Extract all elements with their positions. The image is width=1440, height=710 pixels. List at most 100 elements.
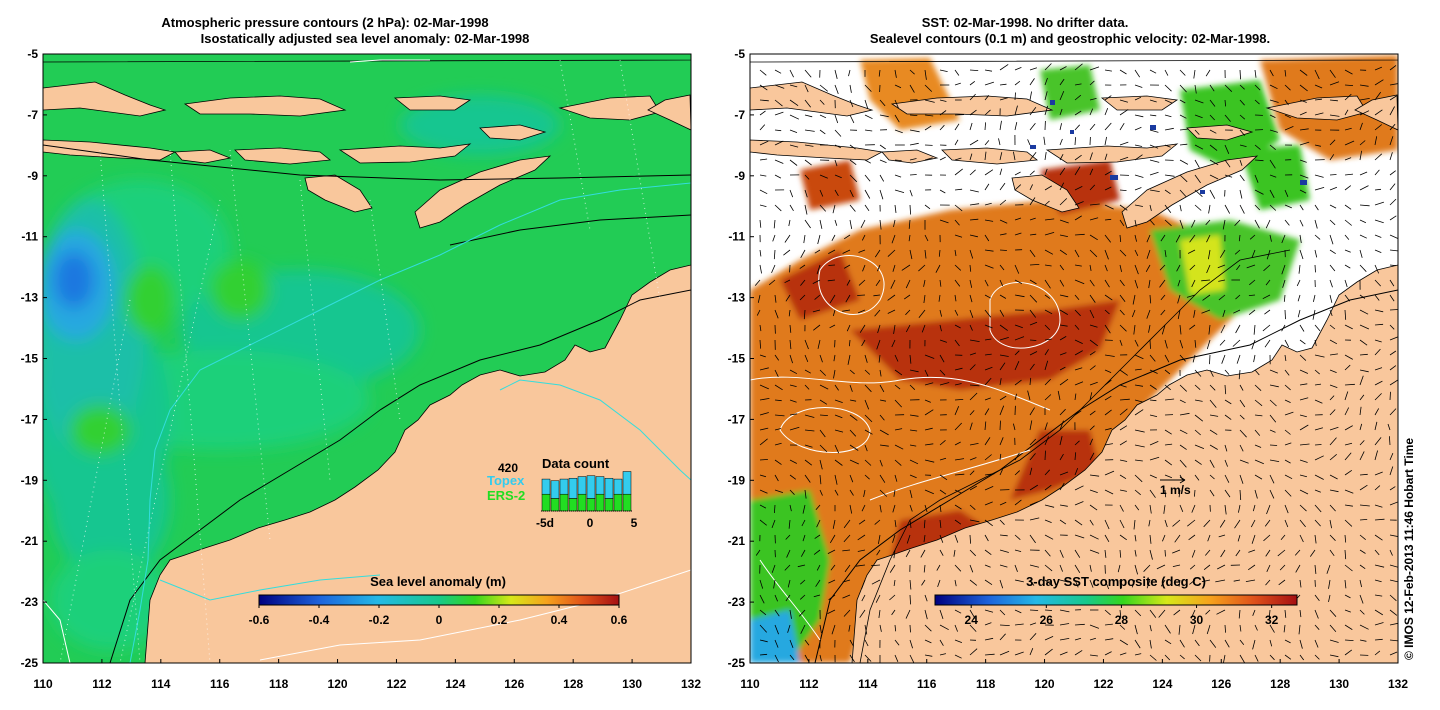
inset-bar-topex-5 — [586, 475, 596, 499]
left-y-tick-5: -15 — [21, 352, 39, 366]
inset-bar-topex-3 — [568, 477, 578, 499]
right-y-tick-2: -9 — [734, 169, 745, 183]
left-x-tick-1: 112 — [92, 677, 112, 691]
left-y-tick-9: -23 — [21, 595, 39, 609]
left-x-tick-3: 116 — [210, 677, 230, 691]
right-colorbar-tick-0: 24 — [965, 613, 979, 627]
inset-axis-label-2: 5 — [631, 516, 638, 530]
inset-bar-ers2-2 — [559, 493, 569, 512]
right-y-tick-10: -25 — [728, 656, 746, 670]
right-y-tick-8: -21 — [728, 534, 746, 548]
inset-axis-label-0: -5d — [536, 516, 554, 530]
right-y-tick-6: -17 — [728, 412, 746, 426]
right-x-tick-8: 126 — [1211, 677, 1231, 691]
inset-bar-topex-7 — [604, 477, 614, 499]
left-colorbar-tick-3: 0 — [436, 613, 443, 627]
right-colorbar-tick-4: 32 — [1265, 613, 1279, 627]
inset-bar-topex-2 — [559, 478, 569, 495]
left-x-tick-10: 130 — [622, 677, 642, 691]
inset-max-label: 420 — [498, 461, 518, 475]
inset-bar-topex-0 — [541, 478, 551, 495]
right-x-tick-4: 118 — [976, 677, 996, 691]
left-x-tick-6: 122 — [386, 677, 406, 691]
inset-title: Data count — [542, 456, 610, 471]
right-x-tick-6: 122 — [1093, 677, 1113, 691]
inset-axis-label-1: 0 — [587, 516, 594, 530]
right-x-tick-0: 110 — [740, 677, 760, 691]
left-y-tick-10: -25 — [21, 656, 39, 670]
left-y-tick-1: -7 — [27, 108, 38, 122]
inset-bar-ers2-7 — [604, 498, 614, 512]
right-x-tick-11: 132 — [1388, 677, 1408, 691]
right-colorbar: 3-day SST composite (deg C) 24 26 28 30 32 — [934, 574, 1298, 627]
right-colorbar-tick-2: 28 — [1115, 613, 1129, 627]
inset-bar-topex-6 — [595, 476, 605, 495]
left-x-tick-4: 118 — [269, 677, 289, 691]
left-y-tick-2: -9 — [27, 169, 38, 183]
velocity-scale: 1 m/s — [1160, 476, 1191, 497]
inset-bar-ers2-1 — [550, 498, 560, 512]
right-y-tick-7: -19 — [728, 473, 746, 487]
velocity-scale-label: 1 m/s — [1160, 483, 1191, 497]
left-x-tick-2: 114 — [151, 677, 171, 691]
left-x-tick-0: 110 — [33, 677, 53, 691]
right-x-tick-5: 120 — [1035, 677, 1055, 691]
left-x-tick-9: 128 — [563, 677, 583, 691]
right-colorbar-tick-3: 30 — [1190, 613, 1204, 627]
right-x-tick-3: 116 — [917, 677, 937, 691]
left-x-tick-5: 120 — [328, 677, 348, 691]
right-x-tick-9: 128 — [1270, 677, 1290, 691]
left-colorbar-tick-6: 0.6 — [611, 613, 628, 627]
right-x-tick-2: 114 — [858, 677, 878, 691]
right-y-tick-0: -5 — [734, 47, 745, 61]
left-colorbar-tick-2: -0.2 — [369, 613, 390, 627]
inset-bar-ers2-4 — [577, 493, 587, 512]
right-y-tick-3: -11 — [728, 230, 745, 244]
inset-bar-topex-8 — [613, 478, 623, 495]
left-colorbar-tick-5: 0.4 — [551, 613, 568, 627]
left-map — [43, 54, 691, 663]
left-colorbar-tick-1: -0.4 — [309, 613, 330, 627]
inset-ers2-label: ERS-2 — [487, 488, 525, 503]
left-colorbar: Sea level anomaly (m) -0.6 -0.4 -0.2 0 0.2 0.… — [249, 574, 628, 627]
right-x-tick-7: 124 — [1152, 677, 1172, 691]
inset-bar-topex-9 — [622, 471, 632, 495]
left-title-line2: Isostatically adjusted sea level anomaly… — [200, 31, 530, 46]
left-y-tick-0: -5 — [27, 47, 38, 61]
inset-bar-ers2-5 — [586, 498, 596, 512]
inset-bar-ers2-0 — [541, 493, 551, 512]
right-x-tick-1: 112 — [799, 677, 819, 691]
inset-bar-topex-4 — [577, 476, 587, 495]
inset-bar-ers2-3 — [568, 498, 578, 512]
right-colorbar-tick-1: 26 — [1040, 613, 1054, 627]
inset-topex-label: Topex — [487, 473, 525, 488]
right-x-tick-10: 130 — [1329, 677, 1349, 691]
right-y-tick-4: -13 — [728, 291, 746, 305]
left-x-tick-8: 126 — [504, 677, 524, 691]
left-x-tick-11: 132 — [681, 677, 701, 691]
right-colorbar-title: 3-day SST composite (deg C) — [1026, 574, 1206, 589]
left-y-tick-4: -13 — [21, 291, 39, 305]
left-y-tick-8: -21 — [21, 534, 39, 548]
copyright-text: © IMOS 12-Feb-2013 11:46 Hobart Time — [1402, 437, 1416, 660]
inset-bar-ers2-9 — [622, 493, 632, 512]
left-title-line1: Atmospheric pressure contours (2 hPa): 0… — [161, 15, 489, 30]
inset-bar-ers2-8 — [613, 493, 623, 512]
left-y-tick-3: -11 — [21, 230, 38, 244]
left-colorbar-tick-0: -0.6 — [249, 613, 270, 627]
left-colorbar-title: Sea level anomaly (m) — [370, 574, 506, 589]
inset-bar-topex-1 — [550, 480, 560, 499]
left-x-tick-7: 124 — [445, 677, 465, 691]
right-y-tick-5: -15 — [728, 352, 746, 366]
right-y-tick-1: -7 — [734, 108, 745, 122]
inset-bar-ers2-6 — [595, 493, 605, 512]
left-y-tick-6: -17 — [21, 412, 39, 426]
right-title-line2: Sealevel contours (0.1 m) and geostrophi… — [869, 31, 1271, 46]
data-count-inset: 420 Data count Topex ERS-2 -5d 0 5 — [487, 456, 638, 530]
left-y-tick-7: -19 — [21, 473, 39, 487]
left-colorbar-tick-4: 0.2 — [491, 613, 508, 627]
right-title-line1: SST: 02-Mar-1998. No drifter data. — [921, 15, 1129, 30]
right-map — [750, 54, 1398, 663]
right-y-tick-9: -23 — [728, 595, 746, 609]
